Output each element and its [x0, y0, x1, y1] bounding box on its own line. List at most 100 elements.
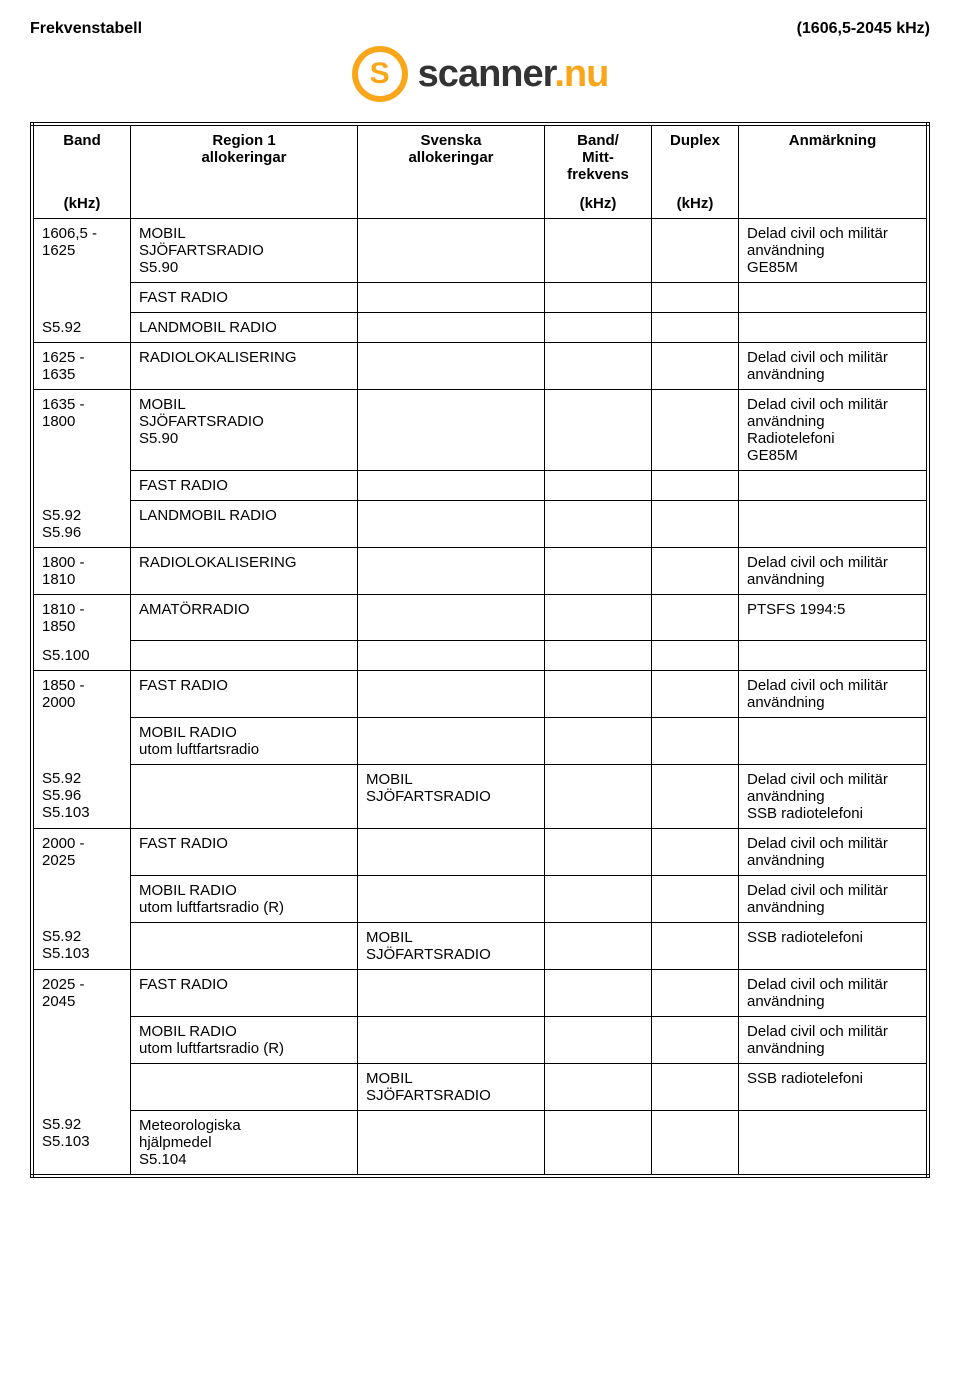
cell-sv [358, 283, 545, 313]
cell-bmf [545, 641, 652, 671]
cell-reg: MOBIL RADIOutom luftfartsradio (R) [131, 1016, 358, 1063]
cell-anm: Delad civil och militäranvändning [739, 875, 929, 922]
col-region: Region 1allokeringar [131, 124, 358, 219]
cell-reg [131, 922, 358, 969]
cell-dup [652, 594, 739, 641]
cell-bmf [545, 547, 652, 594]
table-row: FAST RADIO [32, 283, 928, 313]
cell-reg: MOBIL RADIOutom luftfartsradio [131, 717, 358, 764]
cell-sv [358, 969, 545, 1016]
table-row: S5.92S5.96S5.103 MOBILSJÖFARTSRADIO Delad … [32, 764, 928, 828]
cell-anm: Delad civil och militäranvändningRadiote… [739, 390, 929, 471]
cell-band: S5.100 [32, 641, 131, 671]
col-anm: Anmärkning [739, 124, 929, 219]
cell-sv: MOBILSJÖFARTSRADIO [358, 764, 545, 828]
cell-bmf [545, 1110, 652, 1176]
cell-anm [739, 471, 929, 501]
cell-sv [358, 343, 545, 390]
table-row: MOBIL RADIOutom luftfartsradio (R) Delad … [32, 875, 928, 922]
cell-band: S5.92S5.96S5.103 [32, 764, 131, 828]
cell-anm: Delad civil och militäranvändningSSB rad… [739, 764, 929, 828]
cell-bmf [545, 501, 652, 548]
cell-reg: MOBILSJÖFARTSRADIOS5.90 [131, 390, 358, 471]
cell-sv [358, 641, 545, 671]
cell-sv [358, 594, 545, 641]
unit-bmf: (kHz) [545, 189, 652, 219]
cell-dup [652, 764, 739, 828]
unit-band: (kHz) [32, 189, 131, 219]
table-row: 1635 -1800MOBILSJÖFARTSRADIOS5.90Delad c… [32, 390, 928, 471]
cell-bmf [545, 717, 652, 764]
cell-dup [652, 1016, 739, 1063]
table-row: 1800 -1810RADIOLOKALISERINGDelad civil o… [32, 547, 928, 594]
cell-bmf [545, 875, 652, 922]
table-row: S5.92S5.96LANDMOBIL RADIO [32, 501, 928, 548]
cell-sv [358, 219, 545, 283]
cell-dup [652, 670, 739, 717]
cell-band: 2000 -2025 [32, 828, 131, 875]
col-svenska: Svenskaallokeringar [358, 124, 545, 219]
cell-bmf [545, 594, 652, 641]
cell-reg: MOBIL RADIOutom luftfartsradio (R) [131, 875, 358, 922]
cell-reg [131, 764, 358, 828]
cell-dup [652, 1063, 739, 1110]
cell-reg: FAST RADIO [131, 828, 358, 875]
cell-bmf [545, 1063, 652, 1110]
cell-band [32, 717, 131, 764]
cell-dup [652, 922, 739, 969]
table-row: MOBIL RADIOutom luftfartsradio (R)Delad … [32, 1016, 928, 1063]
col-duplex: Duplex [652, 124, 739, 189]
cell-sv [358, 717, 545, 764]
col-bmf: Band/Mitt-frekvens [545, 124, 652, 189]
cell-band: S5.92S5.96 [32, 501, 131, 548]
cell-dup [652, 717, 739, 764]
cell-band: 1625 -1635 [32, 343, 131, 390]
cell-anm: Delad civil och militäranvändning [739, 670, 929, 717]
cell-sv [358, 390, 545, 471]
table-row: 1810 -1850AMATÖRRADIOPTSFS 1994:5 [32, 594, 928, 641]
logo-badge-icon: S [352, 46, 408, 102]
table-row: 1850 -2000FAST RADIODelad civil och mili… [32, 670, 928, 717]
cell-sv [358, 1016, 545, 1063]
table-row: MOBILSJÖFARTSRADIOSSB radiotelefoni [32, 1063, 928, 1110]
cell-dup [652, 471, 739, 501]
cell-reg: MOBILSJÖFARTSRADIOS5.90 [131, 219, 358, 283]
table-row: MOBIL RADIOutom luftfartsradio [32, 717, 928, 764]
cell-bmf [545, 764, 652, 828]
cell-band [32, 1063, 131, 1110]
table-row: S5.100 [32, 641, 928, 671]
cell-dup [652, 828, 739, 875]
cell-reg [131, 641, 358, 671]
cell-sv [358, 501, 545, 548]
cell-band: S5.92S5.103 [32, 1110, 131, 1176]
cell-sv [358, 670, 545, 717]
cell-reg: MeteorologiskahjälpmedelS5.104 [131, 1110, 358, 1176]
cell-band: 1606,5 -1625 [32, 219, 131, 283]
logo-badge-letter: S [358, 52, 402, 96]
cell-band: 2025 -2045 [32, 969, 131, 1016]
cell-anm: Delad civil och militäranvändningGE85M [739, 219, 929, 283]
cell-band: S5.92S5.103 [32, 922, 131, 969]
cell-bmf [545, 219, 652, 283]
cell-dup [652, 641, 739, 671]
logo-text-suffix: .nu [554, 53, 608, 95]
table-row: 1625 -1635RADIOLOKALISERINGDelad civil o… [32, 343, 928, 390]
logo: S scanner.nu [30, 46, 930, 102]
cell-dup [652, 343, 739, 390]
frequency-table: Band Region 1allokeringar Svenskaalloker… [30, 122, 930, 1178]
cell-dup [652, 219, 739, 283]
cell-band: 1810 -1850 [32, 594, 131, 641]
table-row: 1606,5 -1625MOBILSJÖFARTSRADIOS5.90 Delad… [32, 219, 928, 283]
cell-dup [652, 283, 739, 313]
cell-band: S5.92 [32, 313, 131, 343]
cell-dup [652, 875, 739, 922]
cell-band: 1850 -2000 [32, 670, 131, 717]
cell-anm: Delad civil och militäranvändning [739, 828, 929, 875]
logo-text-main: scanner [418, 53, 555, 95]
cell-sv [358, 828, 545, 875]
cell-reg: FAST RADIO [131, 283, 358, 313]
header-left: Frekvenstabell [30, 20, 142, 38]
cell-sv [358, 875, 545, 922]
cell-bmf [545, 471, 652, 501]
table-row: S5.92S5.103MOBILSJÖFARTSRADIOSSB radiote… [32, 922, 928, 969]
